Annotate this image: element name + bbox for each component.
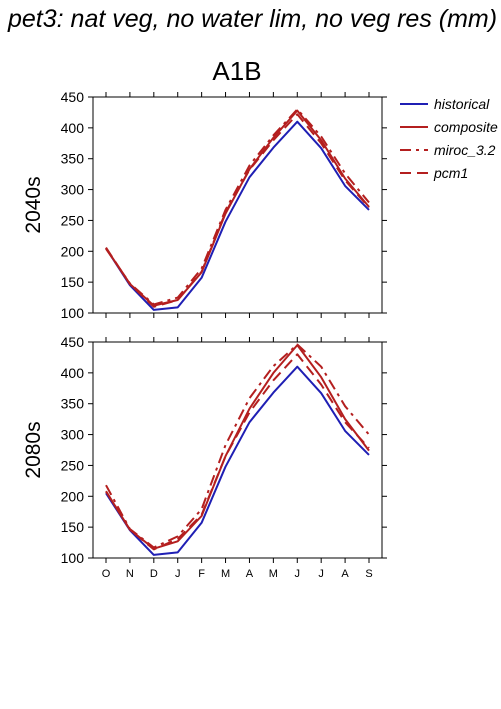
y-tick-label: 150 bbox=[61, 519, 85, 535]
x-tick-label: D bbox=[150, 568, 158, 580]
y-tick-label: 450 bbox=[61, 334, 85, 350]
y-tick-label: 450 bbox=[61, 89, 85, 105]
x-tick-label: M bbox=[221, 568, 230, 580]
panel-label: 2040s bbox=[22, 176, 45, 233]
y-tick-label: 400 bbox=[61, 120, 85, 136]
plot-frame bbox=[92, 341, 383, 559]
y-tick-label: 400 bbox=[61, 365, 85, 381]
y-tick-label: 150 bbox=[61, 274, 85, 290]
x-tick-label: N bbox=[126, 568, 134, 580]
figure-title: pet3: nat veg, no water lim, no veg res … bbox=[7, 5, 497, 33]
x-tick-label: A bbox=[341, 568, 349, 580]
y-tick-label: 350 bbox=[61, 396, 85, 412]
series-line-pcm1 bbox=[105, 353, 370, 551]
panel-label: 2080s bbox=[22, 421, 45, 478]
series-line-composite bbox=[105, 109, 370, 307]
x-tick-label: S bbox=[365, 568, 372, 580]
panel-2080s: 100 150 200 250 300 350 400 450 O N D J F M A M J J A S 2080… bbox=[22, 334, 387, 580]
x-tick-label: F bbox=[198, 568, 205, 580]
plot-frame bbox=[92, 96, 383, 314]
series-line-composite bbox=[105, 344, 370, 550]
y-tick-label: 100 bbox=[61, 305, 85, 321]
series-line-pcm1 bbox=[105, 113, 370, 308]
y-tick-label: 300 bbox=[61, 182, 85, 198]
x-tick-label: J bbox=[175, 568, 181, 580]
y-tick-label: 350 bbox=[61, 151, 85, 167]
legend-label: historical bbox=[434, 96, 490, 112]
y-tick-label: 250 bbox=[61, 457, 85, 473]
y-tick-label: 300 bbox=[61, 427, 85, 443]
y-tick-label: 200 bbox=[61, 243, 85, 259]
y-tick-label: 100 bbox=[61, 550, 85, 566]
legend-label: pcm1 bbox=[433, 165, 468, 181]
y-tick-label: 200 bbox=[61, 488, 85, 504]
x-tick-label: M bbox=[269, 568, 278, 580]
x-tick-label: O bbox=[102, 568, 111, 580]
x-tick-label: A bbox=[246, 568, 254, 580]
series-line-miroc-3-2 bbox=[105, 108, 370, 306]
series-line-historical bbox=[105, 365, 370, 556]
legend-label: composite bbox=[434, 119, 498, 135]
panel-2040s: 100 150 200 250 300 350 400 450 2040s bbox=[22, 89, 387, 321]
x-tick-label: J bbox=[318, 568, 324, 580]
y-tick-label: 250 bbox=[61, 212, 85, 228]
legend-label: miroc_3.2 bbox=[434, 142, 496, 158]
legend: historical composite miroc_3.2 pcm1 bbox=[400, 96, 498, 181]
series-line-historical bbox=[105, 120, 370, 311]
scenario-label: A1B bbox=[212, 56, 261, 86]
x-tick-label: J bbox=[295, 568, 301, 580]
